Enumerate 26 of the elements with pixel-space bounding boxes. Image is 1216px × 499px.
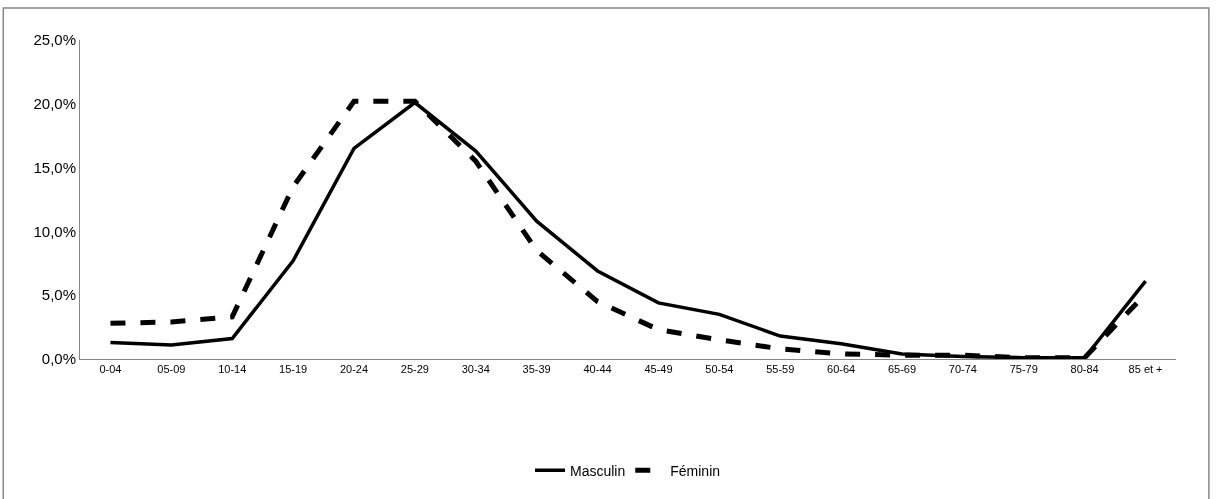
x-tick-label: 0-04 [99,363,122,376]
x-tick-label: 45-49 [644,363,673,376]
x-tick-label: 60-64 [827,363,856,376]
x-tick-label: 55-59 [766,363,795,376]
x-tick-label: 15-19 [279,363,308,376]
x-tick-label: 75-79 [1009,363,1038,376]
legend-label: Masculin [570,462,626,479]
y-tick-label: 0,0% [41,350,76,368]
x-tick-label: 05-09 [157,363,186,376]
y-tick-label: 20,0% [33,95,76,113]
x-tick-label: 80-84 [1070,363,1099,376]
x-tick-label: 20-24 [339,363,369,376]
x-tick-label: 40-44 [583,363,612,376]
x-tick-label: 30-34 [461,363,490,376]
x-tick-label: 85 et + [1128,363,1163,376]
x-tick-label: 65-69 [887,363,917,376]
x-tick-label: 70-74 [948,363,977,376]
x-tick-label: 25-29 [400,363,429,376]
x-tick-label: 10-14 [218,363,247,376]
y-tick-label: 5,0% [41,286,76,304]
x-tick-label: 50-54 [705,363,734,376]
y-tick-label: 25,0% [33,31,76,49]
legend-label: Féminin [670,462,721,479]
y-tick-label: 10,0% [33,222,76,240]
y-tick-label: 15,0% [33,158,76,176]
x-tick-label: 35-39 [522,363,551,376]
